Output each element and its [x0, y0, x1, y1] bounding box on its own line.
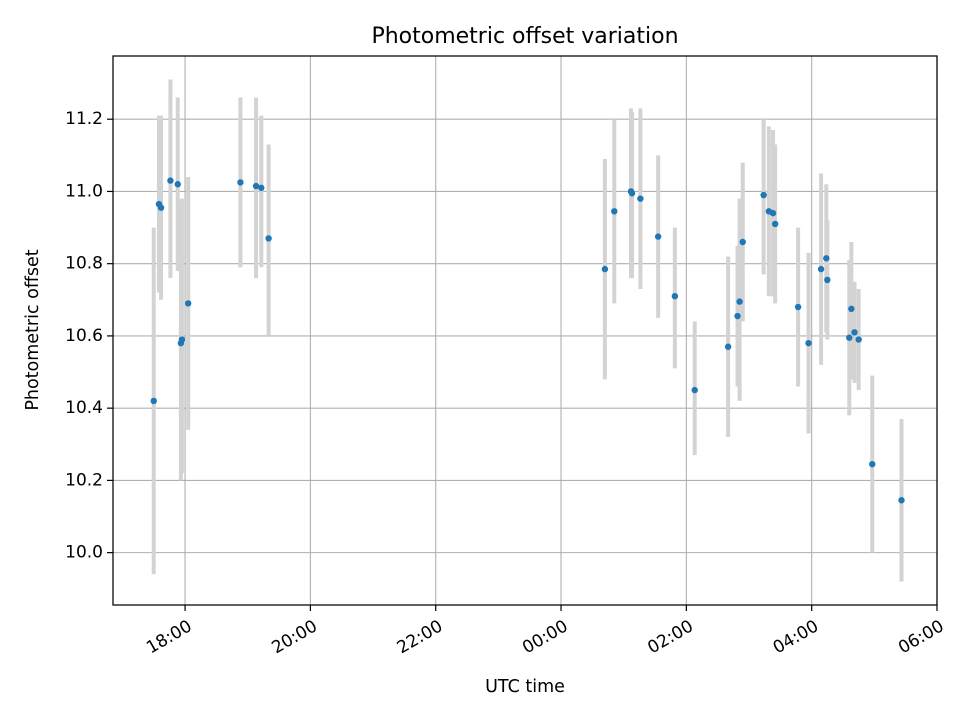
data-point	[611, 208, 618, 215]
y-axis-label: Photometric offset	[23, 249, 43, 410]
y-tick-label: 10.8	[65, 254, 103, 274]
data-point	[846, 334, 853, 341]
data-point	[178, 336, 186, 343]
data-point	[671, 292, 679, 300]
y-tick-label: 10.0	[65, 543, 103, 563]
data-point	[174, 181, 181, 188]
data-point	[157, 204, 165, 211]
chart-title: Photometric offset variation	[371, 24, 678, 49]
data-point	[265, 235, 272, 242]
y-tick-label: 11.2	[65, 109, 103, 129]
data-point	[824, 276, 831, 284]
data-point	[739, 238, 746, 246]
data-point	[851, 329, 858, 336]
data-point	[237, 179, 244, 186]
data-point	[628, 190, 636, 197]
data-point	[167, 177, 174, 184]
data-points	[150, 177, 905, 504]
data-point	[691, 386, 698, 394]
data-point	[184, 300, 192, 307]
grid	[113, 56, 938, 605]
data-point	[760, 191, 767, 199]
plot-frame	[112, 55, 938, 606]
data-point	[654, 233, 662, 240]
x-axis-label: UTC time	[485, 677, 565, 697]
data-point	[855, 336, 862, 343]
data-point	[805, 339, 812, 347]
data-point	[848, 305, 855, 313]
data-point	[601, 265, 609, 273]
y-tick-label: 10.4	[65, 398, 103, 418]
data-point	[150, 397, 157, 405]
data-point	[898, 497, 905, 504]
y-tick-label: 11.0	[65, 181, 103, 201]
data-point	[252, 182, 260, 190]
data-point	[724, 343, 732, 350]
data-point	[769, 209, 777, 217]
data-point	[736, 298, 743, 305]
y-axis-ticks: 10.0 10.2 10.4 10.6 10.8 11.0 11.2	[65, 109, 113, 563]
data-point	[794, 303, 802, 311]
data-point	[823, 255, 830, 262]
data-point	[817, 265, 825, 273]
data-point	[869, 460, 876, 468]
data-point	[734, 312, 741, 320]
data-point	[771, 220, 779, 228]
y-tick-label: 10.6	[65, 326, 103, 346]
y-tick-label: 10.2	[65, 470, 103, 490]
data-point	[258, 184, 265, 192]
data-point	[637, 195, 644, 202]
